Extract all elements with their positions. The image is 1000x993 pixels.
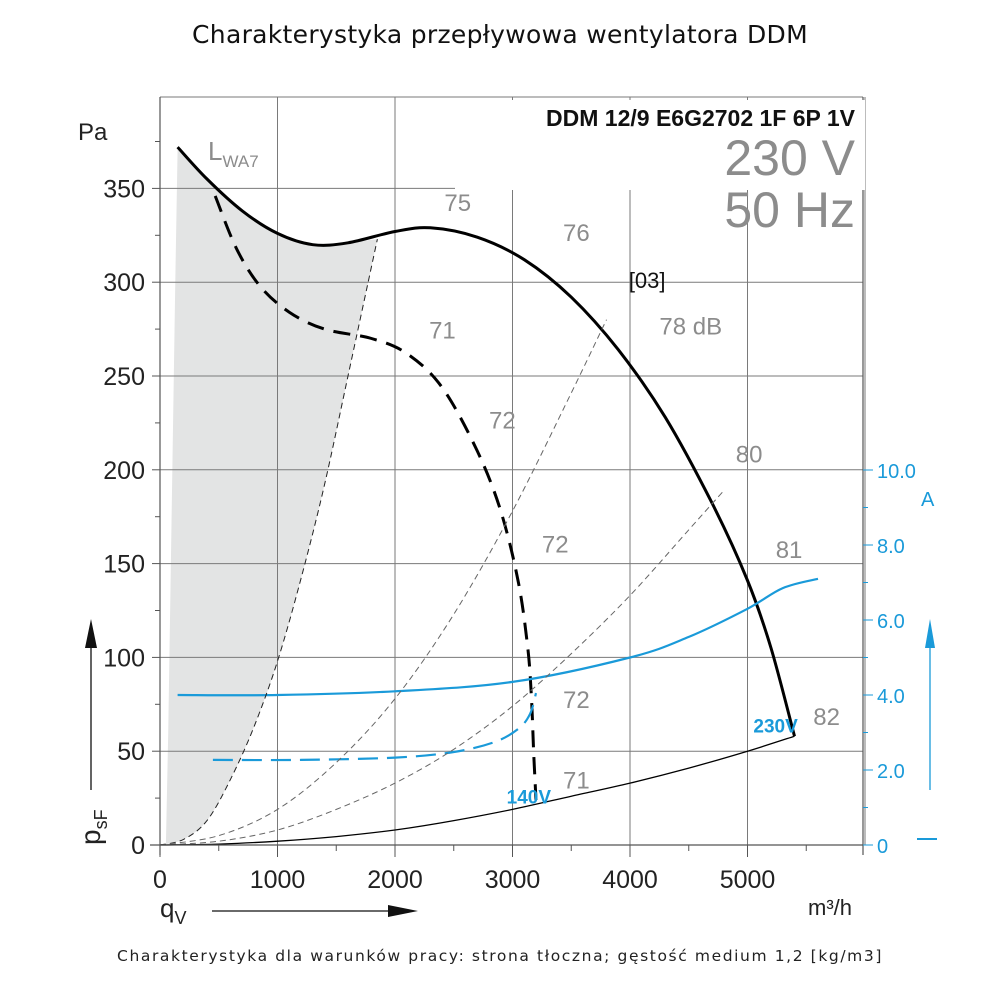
shaded-area	[160, 147, 378, 846]
y-tick-label: 100	[103, 644, 145, 672]
data-label: 72	[563, 687, 590, 714]
shaded-boundary-series	[159, 238, 378, 846]
y2-tick-label: 10.0	[877, 461, 916, 483]
page-title: Charakterystyka przepływowa wentylatora …	[192, 20, 808, 49]
data-label: 230V	[753, 716, 798, 737]
y-tick-label: 300	[103, 269, 145, 297]
x-tick-label: 4000	[602, 866, 658, 894]
data-label: 81	[776, 537, 803, 564]
data-label: 75	[444, 190, 471, 217]
data-label: 76	[563, 220, 590, 247]
axis-layer: 0 50 100 150 200 250 300 350 0 1000 2000 3000 4000 50…	[103, 97, 916, 894]
x-tick-label: 3000	[485, 866, 541, 894]
annotation-layer: 75 76 78 dB 80 81 82 71 72 72 72 71 [03] 230V 140V	[429, 190, 840, 809]
system-line-b-series	[159, 490, 725, 846]
140v-current-series	[212, 692, 538, 762]
data-label: 71	[563, 768, 590, 795]
y-tick-label: 150	[103, 551, 145, 579]
x-unit-label: m³/h	[808, 895, 852, 920]
y-unit-label: Pa	[78, 119, 108, 146]
x-axis-arrowhead-icon	[388, 905, 418, 917]
x-tick-label: 2000	[367, 866, 423, 894]
y-tick-label: 50	[117, 738, 145, 766]
y2-tick-label: 4.0	[877, 686, 905, 708]
data-label: 72	[489, 408, 516, 435]
data-label: 72	[542, 531, 569, 558]
system-line-c-series	[159, 735, 795, 846]
series-layer	[159, 146, 819, 846]
y2-unit-label: A	[921, 489, 935, 511]
230v-pressure-series	[176, 146, 796, 737]
230v-current-series	[177, 577, 819, 697]
voltage-label: 230 V	[724, 130, 855, 186]
shaded-region-layer	[160, 147, 378, 846]
y-axis-arrowhead-icon	[85, 619, 97, 648]
data-label: [03]	[629, 268, 666, 293]
y2-tick-label: 6.0	[877, 611, 905, 633]
x-tick-label: 1000	[250, 866, 306, 894]
y-tick-label: 350	[103, 175, 145, 203]
y2-tick-label: 8.0	[877, 536, 905, 558]
chart-caption: Charakterystyka dla warunków pracy: stro…	[117, 947, 883, 965]
x-axis-label: qV	[160, 893, 186, 928]
data-label: 140V	[507, 788, 552, 809]
y-tick-label: 0	[131, 832, 145, 860]
current-axis-arrowhead-icon	[925, 619, 935, 648]
model-label: DDM 12/9 E6G2702 1F 6P 1V	[546, 105, 856, 131]
data-label: 80	[736, 441, 763, 468]
data-label: 82	[813, 704, 840, 731]
header-box-bg	[455, 100, 865, 190]
x-tick-label: 0	[153, 866, 167, 894]
y2-tick-label: 0	[877, 836, 888, 858]
grid-layer	[160, 96, 866, 845]
y-axis-label: psF	[75, 809, 111, 845]
y2-tick-label: 2.0	[877, 761, 905, 783]
y-tick-label: 250	[103, 363, 145, 391]
frequency-label: 50 Hz	[724, 182, 855, 238]
x-tick-label: 5000	[720, 866, 776, 894]
data-label: 78 dB	[659, 314, 722, 341]
140v-pressure-series	[213, 195, 538, 801]
y-tick-label: 200	[103, 457, 145, 485]
sound-level-label: LWA7	[208, 136, 259, 171]
system-line-a-series	[159, 319, 607, 846]
data-label: 71	[429, 317, 456, 344]
